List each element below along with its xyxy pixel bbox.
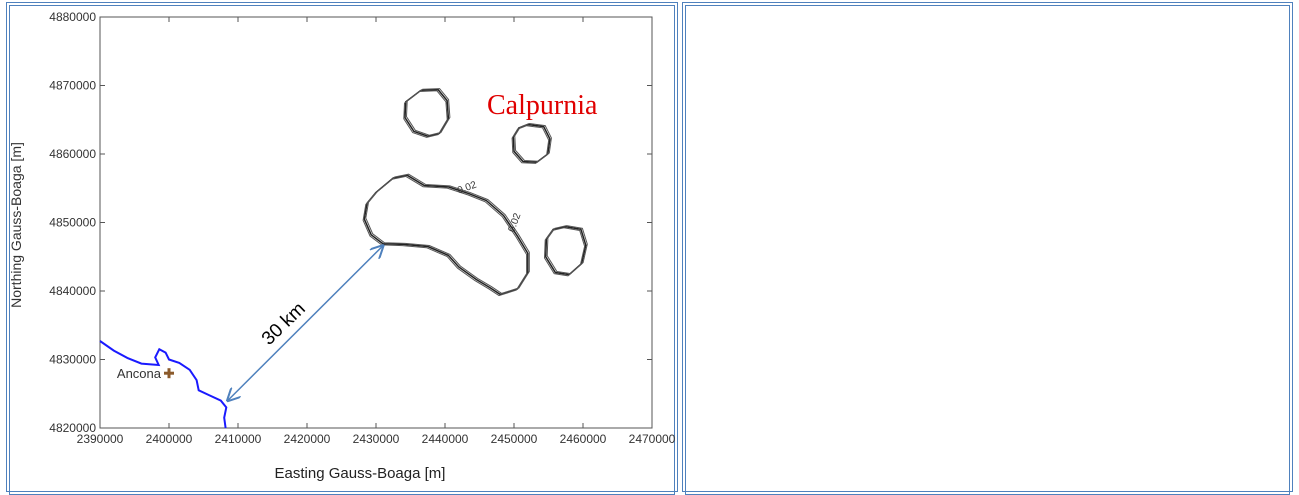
y-tick-label: 4860000	[49, 147, 96, 161]
x-tick-label: 2410000	[215, 432, 262, 446]
contour-north-line	[404, 88, 450, 137]
x-tick-label: 2470000	[629, 432, 676, 446]
y-tick-label: 4880000	[49, 10, 96, 24]
x-tick-label: 2430000	[353, 432, 400, 446]
y-tick-label: 4870000	[49, 79, 96, 93]
contour-north-line-1	[405, 88, 451, 136]
y-tick-label: 4850000	[49, 216, 96, 230]
x-tick-label: 2420000	[284, 432, 331, 446]
x-tick-label: 2450000	[491, 432, 538, 446]
contour-east-line-1	[546, 225, 588, 275]
x-axis-title: Easting Gauss-Boaga [m]	[275, 465, 446, 482]
y-tick-label: 4820000	[49, 421, 96, 435]
contour-northeast-line-1	[514, 123, 552, 162]
contour-northeast-line-2	[511, 125, 550, 164]
contour-map-chart: 2390000 2400000 2410000 2420000 2430000 24400…	[8, 10, 676, 482]
x-tick-label: 2390000	[77, 432, 124, 446]
ancona-label: Ancona	[117, 366, 162, 381]
contour-east-line-2	[543, 227, 586, 277]
distance-arrow	[228, 246, 383, 401]
y-tick-label: 4840000	[49, 284, 96, 298]
y-tick-label: 4830000	[49, 353, 96, 367]
calpurnia-label: Calpurnia	[487, 90, 598, 121]
right-panel	[682, 2, 1293, 495]
y-axis-title: Northing Gauss-Boaga [m]	[8, 142, 24, 308]
x-tick-label: 2440000	[422, 432, 469, 446]
contour-north-line-2	[403, 90, 448, 138]
axes: 2390000 2400000 2410000 2420000 2430000 24400…	[49, 10, 675, 446]
x-tick-label: 2400000	[146, 432, 193, 446]
x-tick-label: 2460000	[560, 432, 607, 446]
coastline-line	[99, 340, 228, 429]
main-contour-line-1	[365, 173, 530, 294]
